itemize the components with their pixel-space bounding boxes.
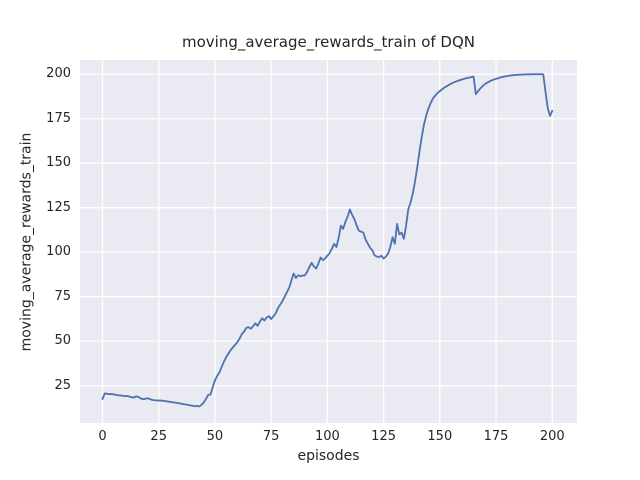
y-tick-label: 200 (46, 66, 71, 82)
x-tick-label: 0 (98, 429, 107, 444)
plot-area (80, 60, 577, 423)
y-tick-label: 50 (54, 333, 71, 349)
data-line (101, 73, 554, 408)
x-tick-label: 100 (314, 429, 340, 444)
x-tick-label: 175 (483, 429, 509, 444)
x-tick-label: 200 (539, 429, 565, 444)
x-axis-label: episodes (297, 448, 360, 464)
y-tick-label: 125 (46, 199, 71, 215)
y-tick-label: 25 (54, 377, 71, 393)
chart-title: moving_average_rewards_train of DQN (181, 33, 476, 51)
x-tick-label: 50 (206, 429, 224, 444)
y-tick-label: 100 (46, 244, 71, 260)
y-axis-label-text: moving_average_rewards_train (18, 132, 35, 351)
y-tick-label: 75 (54, 288, 71, 304)
y-axis-label: moving_average_rewards_train (17, 60, 35, 423)
x-tick-label: 75 (262, 429, 280, 444)
y-tick-label: 150 (46, 155, 71, 171)
x-tick-label: 125 (371, 429, 397, 444)
x-tick-label: 25 (150, 429, 167, 444)
line-series (80, 60, 577, 423)
x-tick-label: 150 (427, 429, 453, 444)
y-tick-label: 175 (46, 110, 71, 126)
